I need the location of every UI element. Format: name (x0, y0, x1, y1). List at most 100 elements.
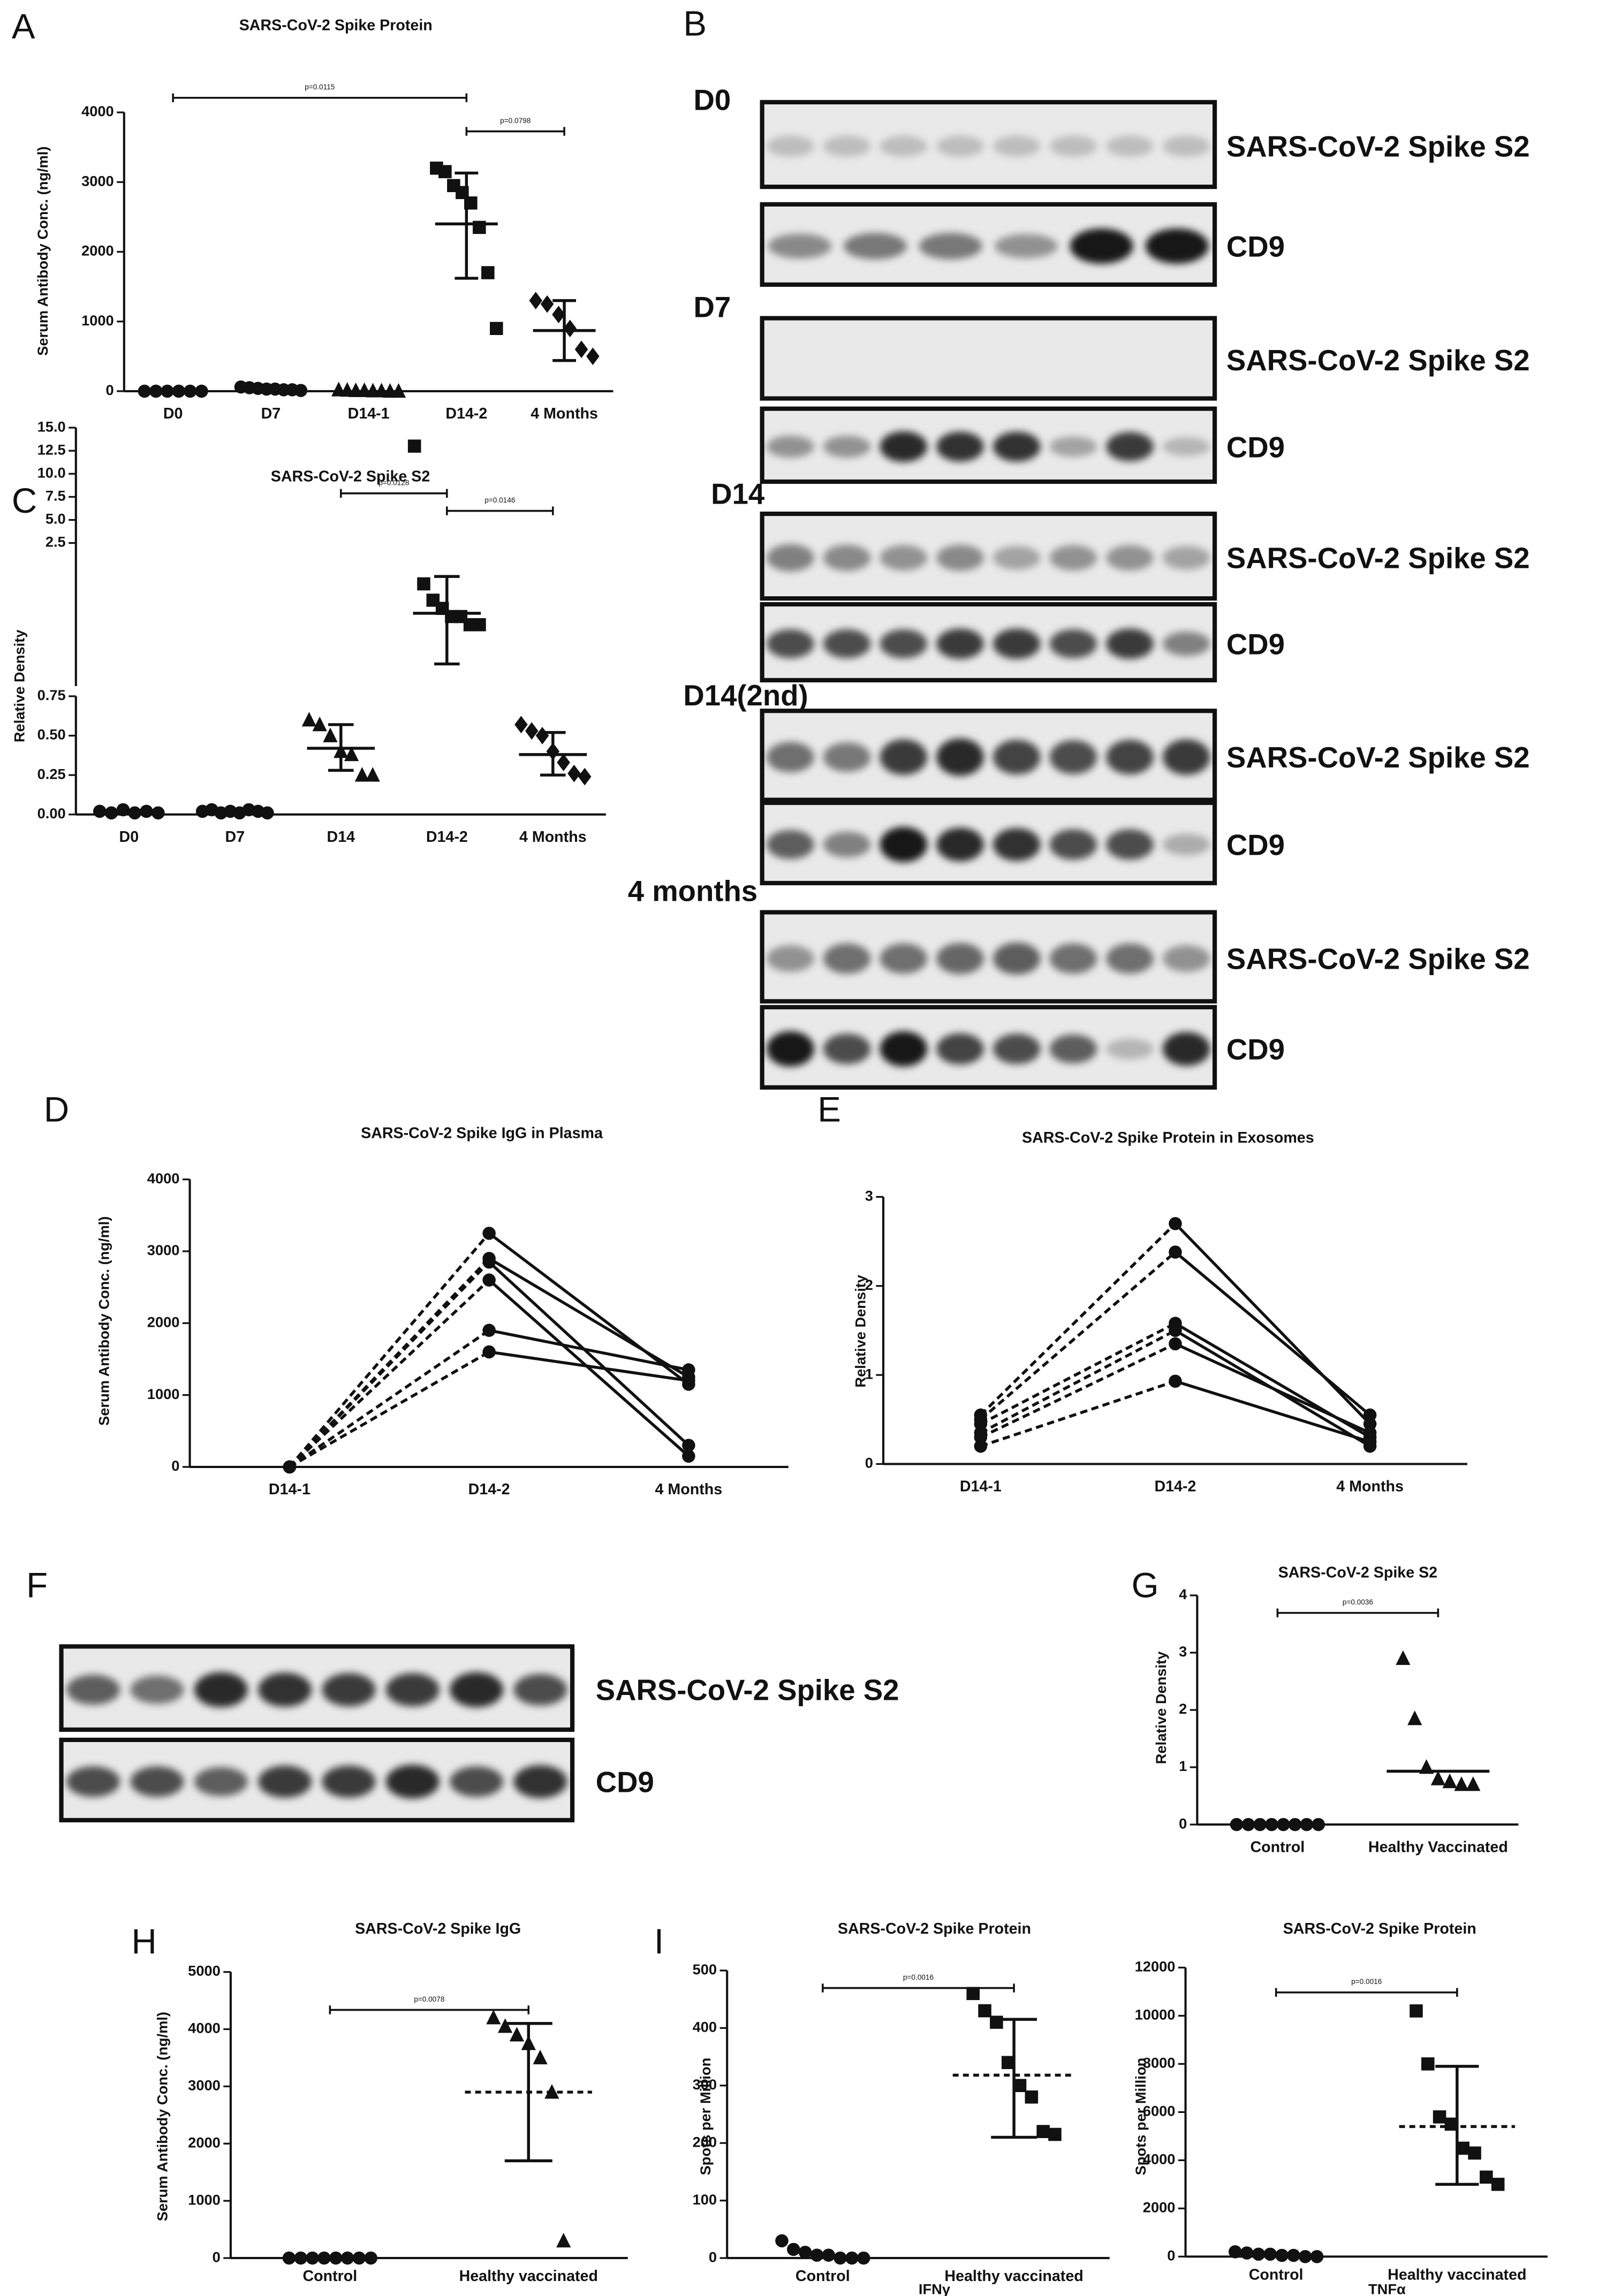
panel-letter: I (654, 1922, 664, 1961)
y-tick-label: 2000 (81, 242, 114, 259)
band (1049, 829, 1097, 860)
panel-letter: C (12, 481, 37, 520)
point (407, 439, 421, 453)
y-axis-label: Serum Antibody Conc. (ng/ml) (34, 146, 51, 355)
x-tick-label: 4 Months (1336, 1478, 1404, 1495)
series-line (489, 1329, 689, 1372)
blot-label: SARS-CoV-2 Spike S2 (1226, 344, 1530, 377)
point (481, 266, 495, 279)
point (283, 1460, 297, 1474)
series-line (979, 1222, 1177, 1416)
series-line (1175, 1342, 1371, 1434)
point (138, 384, 151, 398)
band (936, 1033, 984, 1065)
band (1106, 943, 1154, 974)
band (1162, 546, 1210, 570)
y-tick-label: 2 (865, 1276, 873, 1293)
band (1162, 945, 1210, 972)
band (767, 436, 814, 458)
band (936, 544, 984, 571)
point (1241, 1818, 1255, 1831)
point (1421, 2057, 1435, 2071)
point (1252, 2247, 1266, 2261)
p-value: p=0.0115 (305, 83, 335, 91)
blot-label: SARS-CoV-2 Spike S2 (596, 1674, 899, 1707)
y-tick-label: 400 (693, 2018, 717, 2035)
band (993, 546, 1041, 570)
point (834, 2251, 847, 2265)
point (438, 165, 452, 178)
y-axis-label: Relative Density (852, 1274, 868, 1387)
point (1480, 2170, 1493, 2184)
point (810, 2248, 824, 2262)
y-tick-label: 10000 (1135, 2006, 1176, 2023)
band (1049, 135, 1097, 157)
group-label: D0 (693, 83, 731, 116)
point (1025, 2090, 1039, 2104)
point (344, 746, 359, 762)
point (798, 2246, 812, 2259)
band (1106, 432, 1154, 461)
point (1240, 2246, 1254, 2260)
point (486, 2010, 501, 2025)
y-tick-label: 7.5 (46, 488, 66, 504)
p-value: p=0.0036 (1343, 1598, 1373, 1606)
y-axis-label: Serum Antibody Conc. (ng/ml) (96, 1217, 112, 1426)
band (385, 1765, 440, 1799)
band (936, 431, 984, 462)
point (822, 2248, 835, 2262)
y-tick-label: 0.50 (37, 726, 66, 743)
band (767, 830, 814, 859)
point (857, 2251, 870, 2265)
y-tick-label: 300 (693, 2076, 717, 2093)
series-line (980, 1342, 1176, 1439)
y-tick-label: 0 (171, 1457, 179, 1474)
band (1049, 1034, 1097, 1063)
band (993, 740, 1041, 775)
series-line (488, 1257, 690, 1379)
band (1049, 545, 1097, 571)
y-tick-label: 1 (865, 1365, 873, 1382)
y-axis-label: Serum Antibody Conc. (ng/ml) (154, 2012, 171, 2221)
chart-title: SARS-CoV-2 Spike S2 (1278, 1564, 1437, 1582)
band (823, 629, 871, 658)
point (354, 767, 370, 782)
band (767, 742, 814, 772)
point (1169, 1245, 1182, 1259)
point (364, 2251, 377, 2265)
band (1162, 437, 1210, 457)
band (823, 135, 871, 157)
band (1162, 739, 1210, 775)
group-label: 4 months (628, 875, 757, 907)
point (473, 618, 486, 632)
y-tick-label: 3000 (81, 172, 114, 189)
panel-letter: G (1132, 1566, 1159, 1605)
y-tick-label: 0 (1179, 1815, 1187, 1831)
point (1442, 1773, 1457, 1789)
point (329, 2251, 343, 2265)
band (768, 233, 832, 259)
point (540, 295, 554, 313)
chart-title: SARS-CoV-2 Spike Protein (1283, 1920, 1476, 1937)
band (993, 942, 1041, 975)
point (1300, 1818, 1314, 1831)
panel-letter: E (817, 1090, 841, 1129)
point (1298, 2250, 1312, 2263)
y-tick-label: 0.75 (37, 687, 66, 703)
point (775, 2234, 789, 2248)
point (93, 804, 107, 818)
point (974, 1439, 988, 1453)
point (482, 1324, 496, 1337)
point (261, 806, 274, 820)
band (993, 431, 1041, 462)
chart-title: SARS-CoV-2 Spike Protein (838, 1920, 1031, 1937)
point (482, 1227, 496, 1240)
y-tick-label: 2000 (188, 2134, 221, 2150)
x-axis-label: IFNγ (919, 2280, 951, 2296)
point (1491, 2178, 1505, 2191)
band (194, 1672, 248, 1707)
series-line (1174, 1222, 1372, 1425)
p-value: p=0.0798 (500, 117, 531, 125)
point (365, 767, 380, 782)
